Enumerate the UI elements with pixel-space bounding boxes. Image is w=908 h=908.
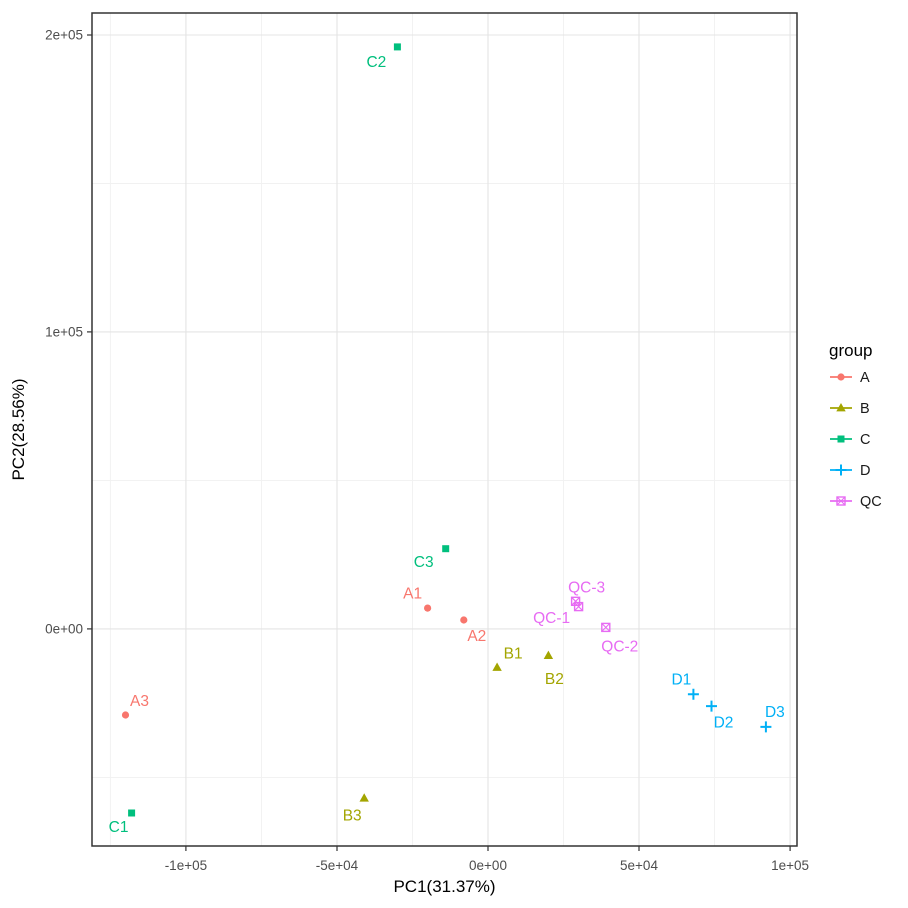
data-point-B2 (543, 650, 554, 659)
point-label-D1: D1 (671, 671, 691, 688)
series-B: B1 B2 B3 (343, 646, 564, 825)
point-label-C3: C3 (414, 554, 434, 571)
legend-entry-C: C (830, 432, 870, 448)
x-axis: -1e+05 -5e+04 0e+00 5e+04 1e+05 (165, 846, 809, 873)
x-axis-title: PC1(31.37%) (393, 877, 495, 896)
data-point-A3 (121, 711, 130, 719)
data-point-C3 (442, 545, 450, 553)
legend-key-QC-icon (836, 496, 846, 506)
y-tick-label: 2e+05 (45, 28, 83, 43)
point-label-QC-2: QC-2 (601, 639, 638, 656)
point-label-QC-3: QC-3 (568, 580, 605, 597)
point-label-C2: C2 (366, 54, 386, 71)
series-QC: QC-1 QC-2 QC-3 (533, 580, 638, 656)
data-point-C1 (128, 809, 136, 817)
point-label-B1: B1 (504, 646, 523, 663)
series-D: D1 D2 D3 (671, 671, 785, 733)
panel-background (92, 13, 797, 846)
legend-entry-D: D (830, 463, 870, 479)
data-point-D3 (760, 721, 772, 733)
data-point-C2 (393, 43, 401, 51)
point-label-A2: A2 (467, 628, 486, 645)
x-tick-label: 0e+00 (469, 858, 507, 873)
point-label-A3: A3 (130, 693, 149, 710)
point-label-B3: B3 (343, 807, 362, 824)
data-point-A1 (424, 604, 432, 612)
point-label-D3: D3 (765, 704, 785, 721)
y-tick-label: 1e+05 (45, 324, 83, 339)
y-axis-title: PC2(28.56%) (9, 378, 28, 480)
legend-label-A: A (860, 370, 870, 386)
legend-entry-B: B (830, 401, 870, 417)
data-point-QC-1 (573, 601, 584, 612)
point-label-D2: D2 (714, 714, 734, 731)
panel-border (91, 12, 798, 847)
legend-label-B: B (860, 401, 870, 417)
legend-label-QC: QC (860, 494, 882, 510)
data-point-D1 (687, 688, 699, 700)
point-label-B2: B2 (545, 671, 564, 688)
x-tick-label: 1e+05 (771, 858, 809, 873)
x-tick-label: -5e+04 (316, 858, 359, 873)
legend-key-A-icon (837, 373, 845, 381)
legend-title: group (829, 341, 872, 360)
y-tick-label: 0e+00 (45, 621, 83, 636)
data-point-B1 (492, 662, 502, 671)
data-point-A2 (460, 616, 468, 624)
point-label-C1: C1 (109, 819, 129, 836)
legend-key-D-icon (835, 464, 847, 476)
legend-entry-A: A (830, 370, 870, 386)
grid-major (92, 13, 797, 846)
series-A: A1 A2 A3 (121, 585, 486, 719)
legend-label-C: C (860, 432, 870, 448)
series-C: C1 C2 C3 (109, 43, 450, 836)
point-label-A1: A1 (403, 585, 422, 602)
point-label-QC-1: QC-1 (533, 610, 570, 627)
grid-minor (92, 13, 797, 846)
data-point-B3 (359, 793, 369, 802)
data-point-QC-2 (601, 622, 611, 633)
x-tick-label: -1e+05 (165, 858, 207, 873)
legend-entry-QC: QC (830, 494, 882, 510)
y-axis: 0e+00 1e+05 2e+05 (45, 28, 92, 636)
legend-key-B-icon (836, 403, 846, 412)
data-point-D2 (706, 700, 717, 712)
legend-key-C-icon (837, 435, 845, 443)
x-tick-label: 5e+04 (620, 858, 658, 873)
legend-label-D: D (860, 463, 870, 479)
data-point-QC-3 (570, 596, 581, 606)
